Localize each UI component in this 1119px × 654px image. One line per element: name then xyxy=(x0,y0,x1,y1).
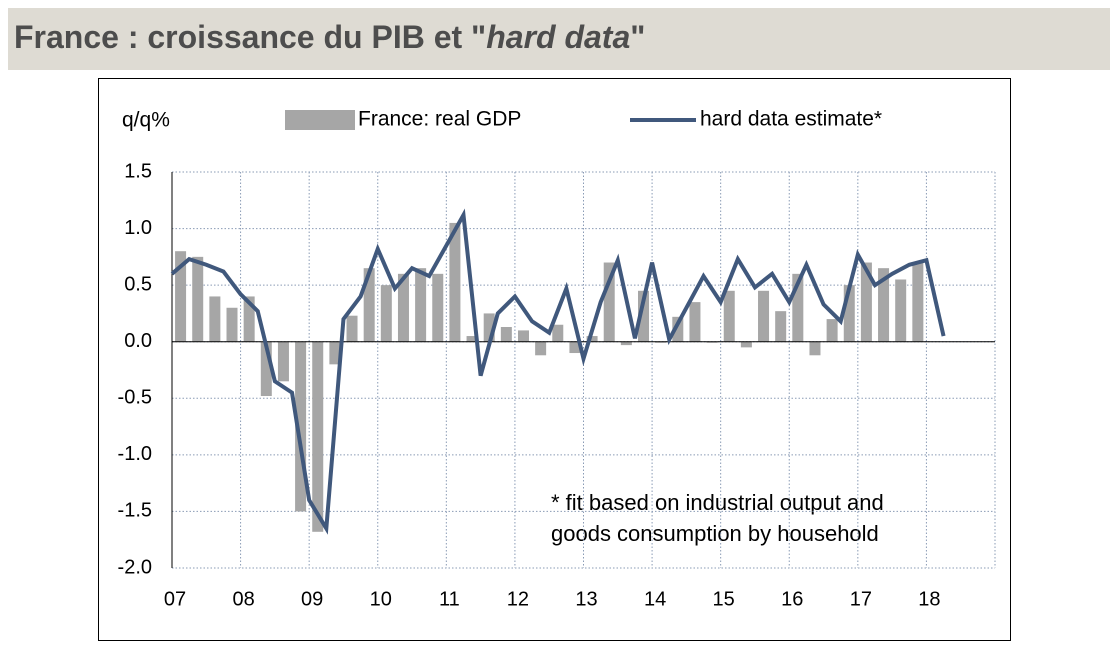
line xyxy=(170,208,946,535)
bar xyxy=(175,251,187,342)
bar xyxy=(415,268,427,342)
bar xyxy=(226,307,238,342)
y-axis-label: q/q% xyxy=(122,109,170,132)
bar xyxy=(672,316,684,342)
title-part: hard data xyxy=(486,19,630,55)
bar xyxy=(878,268,890,342)
bar xyxy=(346,315,358,342)
bar xyxy=(380,285,392,342)
bar xyxy=(209,296,221,342)
bar xyxy=(689,302,701,342)
annotation: * fit based on industrial output and xyxy=(551,490,884,515)
x-tick-label: 07 xyxy=(164,588,186,610)
bar xyxy=(843,285,855,342)
y-tick-label: 1.0 xyxy=(124,217,152,239)
bar xyxy=(397,273,409,342)
bar xyxy=(517,330,529,342)
x-tick-label: 11 xyxy=(439,588,460,610)
title-part: " xyxy=(630,19,645,55)
bar xyxy=(192,256,204,342)
x-tick-label: 15 xyxy=(713,588,735,610)
legend-label: France: real GDP xyxy=(358,108,521,131)
x-tick-label: 13 xyxy=(575,588,597,610)
bar xyxy=(243,296,255,342)
bar xyxy=(277,341,289,382)
bar xyxy=(723,290,735,342)
legend-swatch xyxy=(285,110,355,130)
x-tick-label: 09 xyxy=(301,588,323,610)
bar xyxy=(740,341,752,348)
y-tick-label: 1.5 xyxy=(124,160,152,182)
bar xyxy=(638,290,650,342)
bar xyxy=(500,327,512,342)
annotation: goods consumption by household xyxy=(551,521,879,546)
y-tick-label: 0.5 xyxy=(124,273,152,295)
bar xyxy=(758,290,770,342)
bar xyxy=(466,336,478,342)
x-tick-label: 18 xyxy=(918,588,940,610)
x-tick-label: 16 xyxy=(781,588,803,610)
y-tick-label: 0.0 xyxy=(124,330,152,352)
bar xyxy=(329,341,341,365)
slide-title: France : croissance du PIB et "hard data… xyxy=(14,19,645,55)
bar xyxy=(363,268,375,342)
chart-frame xyxy=(98,78,1011,641)
header-band xyxy=(8,8,1110,70)
x-tick-label: 10 xyxy=(370,588,392,610)
x-tick-label: 14 xyxy=(644,588,666,610)
bar xyxy=(535,341,547,356)
bar xyxy=(826,319,838,342)
bar xyxy=(895,279,907,342)
bar xyxy=(295,341,307,512)
bar xyxy=(449,222,461,342)
x-tick-label: 12 xyxy=(507,588,529,610)
y-tick-label: -2.0 xyxy=(118,556,152,578)
title-part: France : croissance du PIB et " xyxy=(14,19,486,55)
legend-label: hard data estimate* xyxy=(700,108,882,131)
bar xyxy=(260,341,272,397)
bar xyxy=(569,341,581,354)
bar xyxy=(792,273,804,342)
x-tick-label: 08 xyxy=(232,588,254,610)
bar xyxy=(432,273,444,342)
bar xyxy=(809,341,821,356)
bar xyxy=(552,324,564,342)
y-tick-label: -0.5 xyxy=(118,387,152,409)
bar xyxy=(620,341,632,346)
bar xyxy=(586,336,598,342)
bar xyxy=(483,313,495,342)
bar xyxy=(860,262,872,342)
bar xyxy=(775,311,787,342)
y-tick-label: -1.0 xyxy=(118,443,152,465)
bar xyxy=(312,341,324,532)
bar xyxy=(912,262,924,342)
bar xyxy=(603,262,615,342)
x-tick-label: 17 xyxy=(850,588,872,610)
y-tick-label: -1.5 xyxy=(118,500,152,522)
